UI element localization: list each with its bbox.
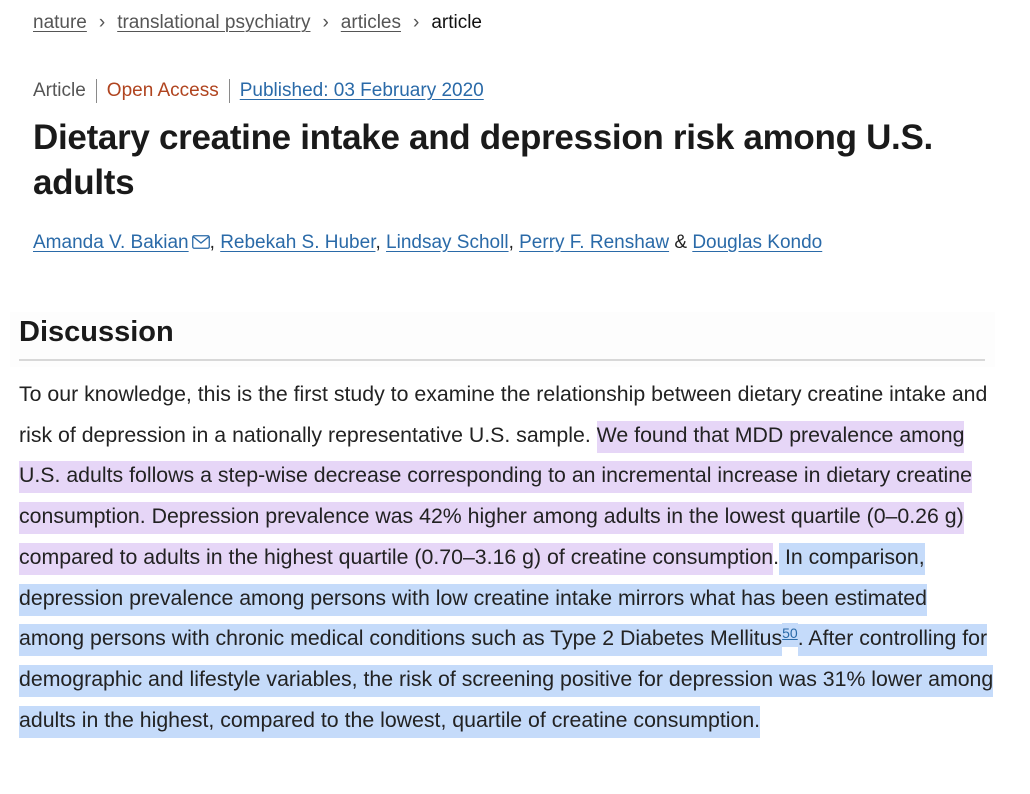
section-header-background (10, 312, 995, 367)
section-divider (19, 359, 985, 361)
breadcrumb-current: article (431, 12, 482, 33)
author-link[interactable]: Lindsay Scholl (386, 232, 509, 253)
breadcrumb: nature › translational psychiatry › arti… (33, 10, 482, 36)
section-heading[interactable]: Discussion (19, 316, 174, 348)
author-link[interactable]: Rebekah S. Huber (220, 232, 376, 253)
published-date-link[interactable]: Published: 03 February 2020 (239, 80, 484, 101)
author-link[interactable]: Amanda V. Bakian (33, 232, 189, 253)
discussion-paragraph: To our knowledge, this is the first stud… (19, 374, 994, 740)
author-separator: , (508, 232, 520, 253)
author-separator: , (375, 232, 387, 253)
article-title: Dietary creatine intake and depression r… (33, 118, 933, 202)
breadcrumb-link-nature[interactable]: nature (33, 12, 87, 33)
paragraph-text: To our knowledge, this is the first stud… (19, 382, 988, 447)
author-separator: & (669, 232, 693, 253)
chevron-right-icon: › (412, 12, 420, 33)
reference-link[interactable]: 50 (782, 623, 798, 648)
meta-divider (228, 79, 230, 103)
breadcrumb-link-translational-psychiatry[interactable]: translational psychiatry (117, 12, 311, 33)
paragraph-text: . (773, 544, 780, 569)
meta-divider (95, 79, 97, 103)
article-type: Article (33, 80, 86, 101)
chevron-right-icon: › (322, 12, 329, 33)
author-separator: , (209, 232, 221, 253)
article-meta: Article Open Access Published: 03 Februa… (33, 78, 484, 104)
author-link[interactable]: Perry F. Renshaw (519, 232, 670, 253)
author-link[interactable]: Douglas Kondo (692, 232, 823, 253)
breadcrumb-link-articles[interactable]: articles (340, 12, 401, 33)
chevron-right-icon: › (98, 12, 106, 33)
author-list: Amanda V. Bakian, Rebekah S. Huber, Lind… (33, 230, 822, 256)
open-access-badge: Open Access (106, 80, 219, 101)
envelope-icon[interactable] (191, 235, 210, 249)
